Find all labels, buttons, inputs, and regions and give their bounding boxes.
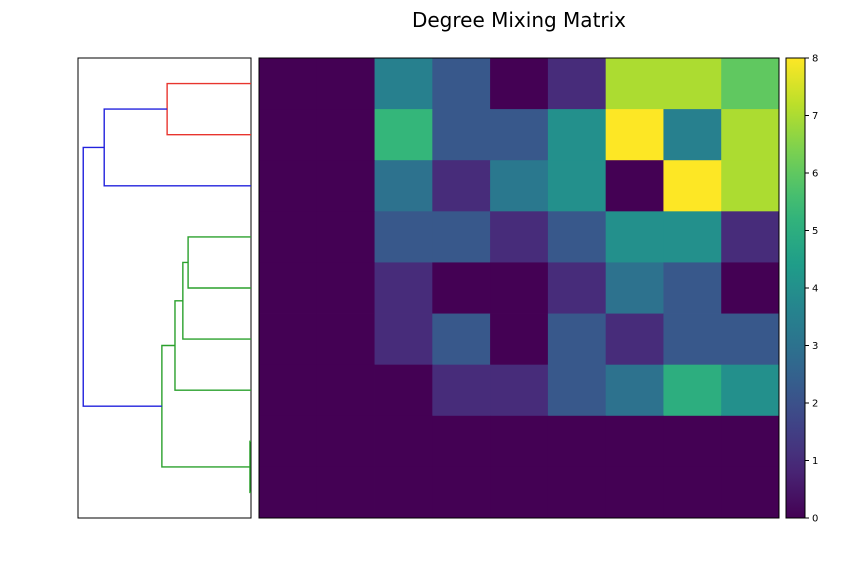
heatmap-frame <box>258 57 780 519</box>
colorbar-tick-label-5: 5 <box>812 226 818 237</box>
heatmap-cell-r8-c7 <box>663 466 722 519</box>
heatmap-cell-r4-c0 <box>259 262 318 314</box>
colorbar-gradient <box>786 58 805 518</box>
colorbar-tick-label-3: 3 <box>812 341 818 352</box>
heatmap-cell-r3-c3 <box>432 211 491 263</box>
heatmap-cell-r7-c3 <box>432 415 491 468</box>
heatmap-cell-r6-c8 <box>721 364 780 417</box>
heatmap-cell-r5-c4 <box>490 313 549 366</box>
colorbar-tick-label-7: 7 <box>812 111 818 122</box>
heatmap-cell-r1-c1 <box>316 109 375 161</box>
heatmap-cell-r8-c5 <box>547 466 607 519</box>
heatmap-cell-r0-c7 <box>663 58 722 110</box>
colorbar-tick-label-2: 2 <box>812 399 818 410</box>
heatmap-cell-r5-c8 <box>721 313 780 366</box>
heatmap-cell-r4-c1 <box>316 262 375 314</box>
heatmap-cell-r0-c2 <box>374 58 433 110</box>
heatmap-cell-r7-c1 <box>316 415 375 468</box>
heatmap-cell-r3-c8 <box>721 211 780 263</box>
heatmap-cell-r2-c7 <box>663 160 722 212</box>
heatmap-cell-r6-c1 <box>316 364 375 417</box>
heatmap-cell-r1-c7 <box>663 109 722 161</box>
heatmap-cell-r8-c8 <box>721 466 780 519</box>
heatmap-cell-r2-c0 <box>259 160 318 212</box>
heatmap-cell-r1-c3 <box>432 109 491 161</box>
heatmap-cell-r4-c4 <box>490 262 549 314</box>
heatmap-cell-r6-c6 <box>605 364 664 417</box>
heatmap-cell-r1-c0 <box>259 109 318 161</box>
heatmap-cell-r0-c5 <box>547 58 607 110</box>
heatmap-cell-r7-c7 <box>663 415 722 468</box>
heatmap-cell-r2-c5 <box>547 160 607 212</box>
heatmap-cell-r2-c4 <box>490 160 549 212</box>
heatmap-cell-r2-c8 <box>721 160 780 212</box>
heatmap-cell-r5-c1 <box>316 313 375 366</box>
heatmap-cell-r1-c6 <box>605 109 664 161</box>
heatmap-cell-r5-c6 <box>605 313 664 366</box>
heatmap-cell-r1-c4 <box>490 109 549 161</box>
heatmap-cell-r7-c8 <box>721 415 780 468</box>
heatmap-cell-r5-c5 <box>547 313 607 366</box>
colorbar: 0 1 2 3 4 5 6 7 8 <box>785 54 818 525</box>
heatmap-cell-r4-c5 <box>547 262 607 314</box>
heatmap-cell-r8-c4 <box>490 466 549 519</box>
heatmap-cell-r6-c4 <box>490 364 549 417</box>
heatmap-cell-r3-c6 <box>605 211 664 263</box>
heatmap-cell-r8-c1 <box>316 466 375 519</box>
colorbar-tick-label-0: 0 <box>812 514 818 525</box>
heatmap-cell-r5-c0 <box>259 313 318 366</box>
heatmap-cell-r4-c8 <box>721 262 780 314</box>
heatmap-cell-r0-c1 <box>316 58 375 110</box>
heatmap-cell-r3-c1 <box>316 211 375 263</box>
heatmap-cell-r8-c3 <box>432 466 491 519</box>
heatmap-cell-r1-c5 <box>547 109 607 161</box>
heatmap-cell-r8-c6 <box>605 466 664 519</box>
heatmap-cell-r2-c3 <box>432 160 491 212</box>
heatmap-cell-r3-c5 <box>547 211 607 263</box>
heatmap-cell-r4-c7 <box>663 262 722 314</box>
heatmap-cell-r5-c3 <box>432 313 491 366</box>
colorbar-tick-label-1: 1 <box>812 456 818 467</box>
heatmap-cell-r0-c8 <box>721 58 780 110</box>
heatmap-cell-r6-c3 <box>432 364 491 417</box>
heatmap-cell-r7-c0 <box>259 415 318 468</box>
heatmap-cell-r6-c5 <box>547 364 607 417</box>
heatmap-cell-r5-c2 <box>374 313 433 366</box>
heatmap-cell-r5-c7 <box>663 313 722 366</box>
heatmap-cell-r2-c1 <box>316 160 375 212</box>
colorbar-tick-label-4: 4 <box>812 284 818 295</box>
heatmap-cell-r0-c6 <box>605 58 664 110</box>
heatmap-cell-r3-c4 <box>490 211 549 263</box>
heatmap-cell-r1-c8 <box>721 109 780 161</box>
heatmap-cell-r6-c7 <box>663 364 722 417</box>
heatmap-cell-r6-c0 <box>259 364 318 417</box>
heatmap-cell-r6-c2 <box>374 364 433 417</box>
dendrogram-link-7 <box>82 146 162 407</box>
heatmap-cell-r0-c4 <box>490 58 549 110</box>
heatmap-cell-r8-c2 <box>374 466 433 519</box>
heatmap-cell-r3-c7 <box>663 211 722 263</box>
heatmap-cell-r8-c0 <box>259 466 318 519</box>
chart-title: Degree Mixing Matrix <box>411 8 627 32</box>
heatmap-cell-r4-c6 <box>605 262 664 314</box>
heatmap-cell-r7-c5 <box>547 415 607 468</box>
dendrogram <box>77 57 252 519</box>
colorbar-tick-label-6: 6 <box>812 169 818 180</box>
heatmap-cell-r7-c6 <box>605 415 664 468</box>
heatmap-cell-r4-c2 <box>374 262 433 314</box>
heatmap-cell-r3-c0 <box>259 211 318 263</box>
heatmap-cell-r0-c0 <box>259 58 318 110</box>
heatmap-cell-r7-c2 <box>374 415 433 468</box>
heatmap-cell-r0-c3 <box>432 58 491 110</box>
heatmap-cell-r1-c2 <box>374 109 433 161</box>
heatmap-cell-r3-c2 <box>374 211 433 263</box>
heatmap-cell-r7-c4 <box>490 415 549 468</box>
heatmap-cell-r4-c3 <box>432 262 491 314</box>
heatmap-cell-r2-c2 <box>374 160 433 212</box>
heatmap <box>258 57 780 519</box>
colorbar-tick-label-8: 8 <box>812 54 818 65</box>
heatmap-cell-r2-c6 <box>605 160 664 212</box>
